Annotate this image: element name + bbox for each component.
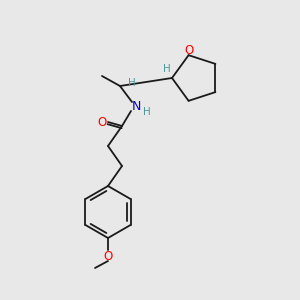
Text: O: O [103, 250, 112, 262]
Text: O: O [184, 44, 193, 57]
Text: N: N [131, 100, 141, 112]
Text: H: H [143, 107, 151, 117]
Text: H: H [128, 78, 136, 88]
Text: O: O [98, 116, 106, 128]
Text: H: H [163, 64, 171, 74]
